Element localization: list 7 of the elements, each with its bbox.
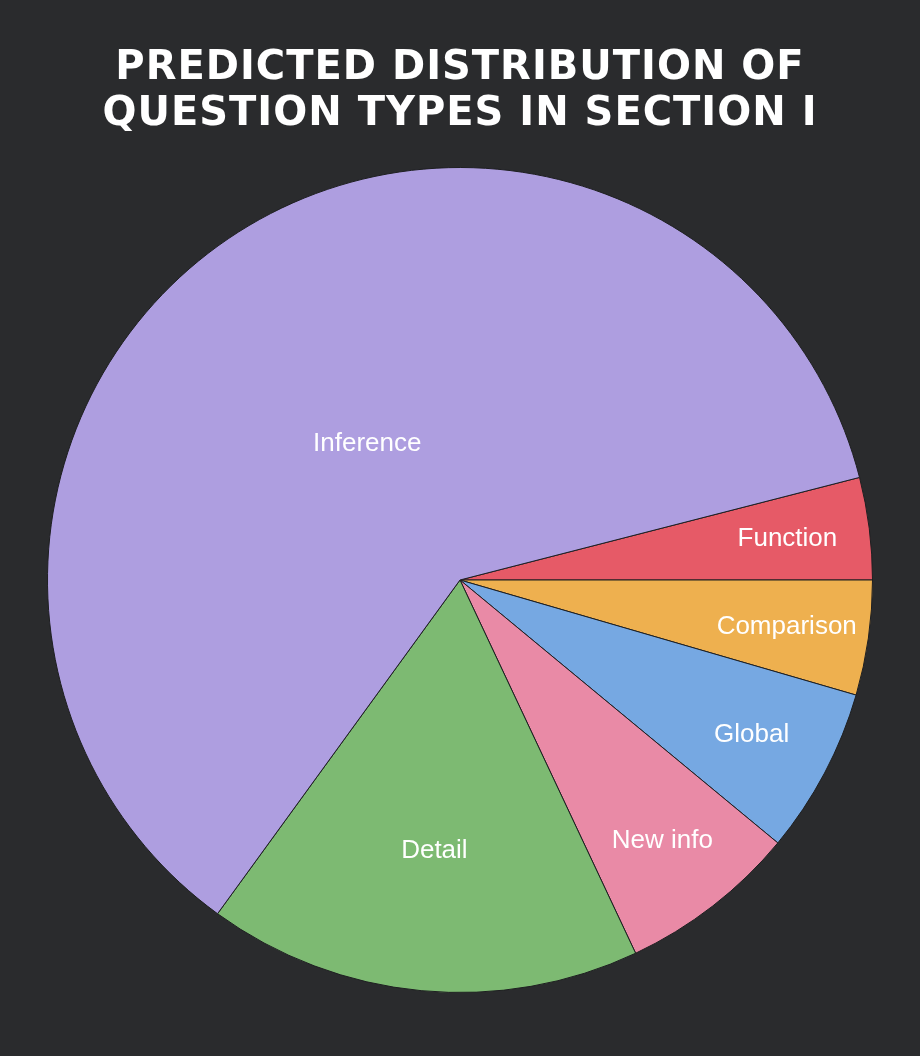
slice-label: Function xyxy=(737,521,838,552)
slice-label: Inference xyxy=(313,426,422,457)
slice-label: Detail xyxy=(401,834,468,865)
slice-label: New info xyxy=(611,823,713,854)
slice-label: Comparison xyxy=(716,609,857,640)
slice-label: Global xyxy=(714,717,790,748)
chart-title: PREDICTED DISTRIBUTION OF QUESTION TYPES IN SECTION I xyxy=(101,41,819,134)
